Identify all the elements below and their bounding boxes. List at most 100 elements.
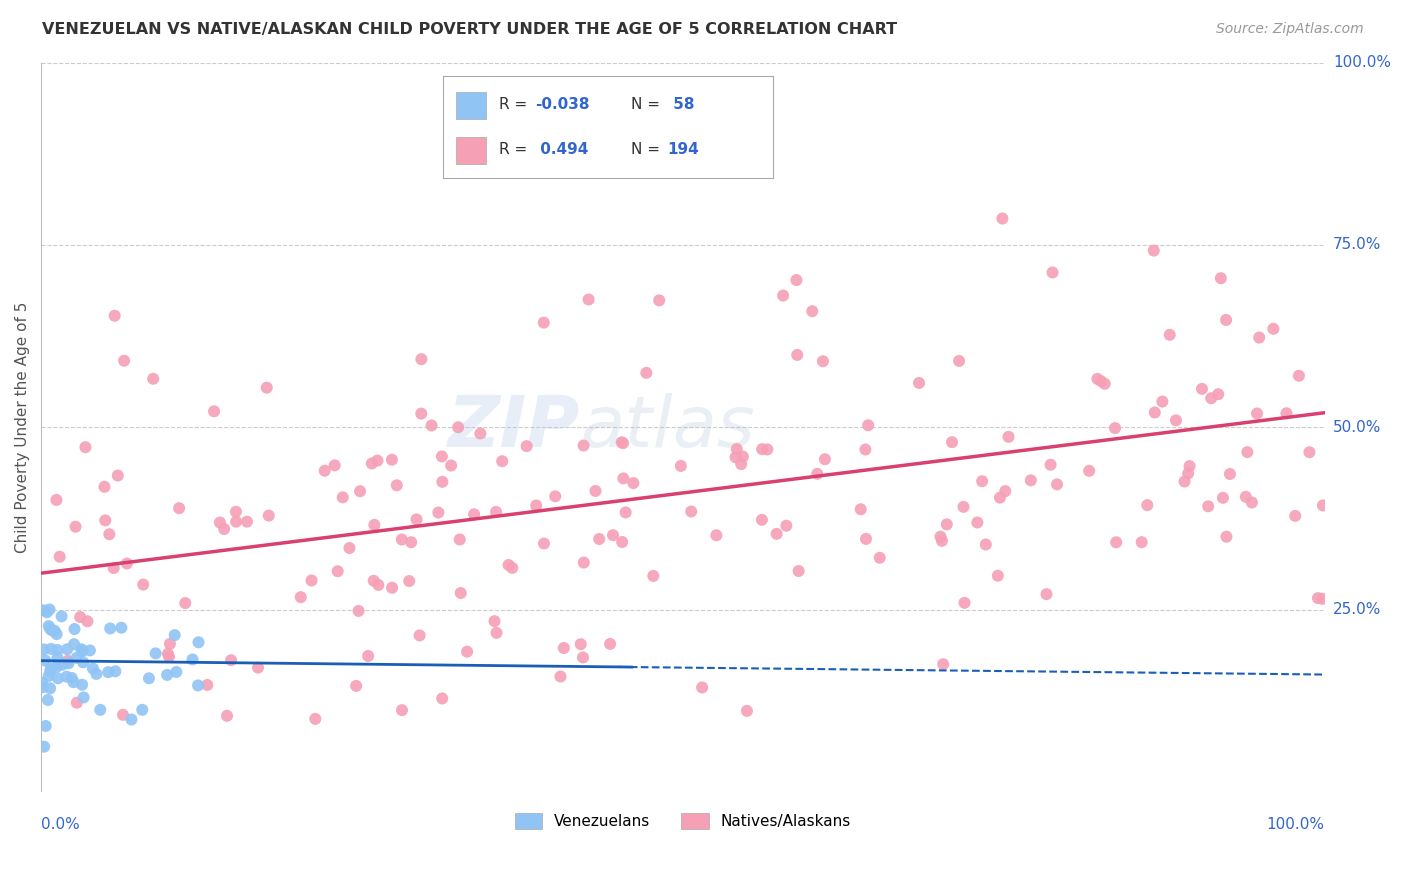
Point	[323, 458, 346, 473]
Text: N =: N =	[631, 142, 665, 157]
Point	[66, 696, 89, 710]
Point	[56, 654, 79, 668]
Point	[111, 707, 134, 722]
Point	[572, 556, 595, 570]
Point	[533, 316, 555, 330]
Point	[145, 646, 167, 660]
Point	[612, 436, 634, 450]
Point	[225, 515, 247, 529]
Point	[79, 643, 101, 657]
Point	[86, 667, 108, 681]
Point	[1249, 330, 1271, 344]
Point	[988, 491, 1011, 505]
Point	[553, 641, 575, 656]
Point	[602, 528, 624, 542]
Point	[66, 651, 89, 665]
Point	[69, 610, 91, 624]
Point	[339, 541, 361, 555]
Point	[103, 561, 125, 575]
Point	[142, 372, 165, 386]
Point	[411, 407, 433, 421]
Point	[35, 719, 58, 733]
Point	[187, 678, 209, 692]
Point	[578, 293, 600, 307]
Point	[349, 484, 371, 499]
Point	[1246, 407, 1268, 421]
Point	[614, 505, 637, 519]
Point	[612, 535, 634, 549]
Text: 100.0%: 100.0%	[1267, 817, 1324, 832]
Point	[156, 647, 179, 661]
Point	[972, 474, 994, 488]
Point	[304, 712, 326, 726]
Legend: Venezuelans, Natives/Alaskans: Venezuelans, Natives/Alaskans	[509, 807, 858, 836]
Point	[1143, 244, 1166, 258]
Point	[1209, 271, 1232, 285]
Point	[1178, 459, 1201, 474]
Point	[97, 665, 120, 680]
Point	[1306, 591, 1329, 606]
Text: R =: R =	[499, 142, 533, 157]
Point	[1199, 391, 1222, 405]
Point	[46, 650, 69, 665]
Point	[391, 533, 413, 547]
Point	[37, 693, 59, 707]
Point	[63, 622, 86, 636]
Point	[34, 654, 56, 668]
Point	[82, 661, 104, 675]
Point	[46, 643, 69, 657]
Point	[31, 676, 53, 690]
Text: 50.0%: 50.0%	[1333, 420, 1381, 434]
Point	[1143, 405, 1166, 419]
Point	[516, 439, 538, 453]
Bar	[456, 92, 486, 119]
Point	[93, 480, 115, 494]
Point	[75, 440, 97, 454]
Point	[72, 656, 94, 670]
Point	[357, 648, 380, 663]
Point	[765, 526, 787, 541]
Point	[1197, 500, 1219, 514]
Point	[94, 513, 117, 527]
Point	[1019, 474, 1042, 488]
Text: 0.0%: 0.0%	[41, 817, 80, 832]
Point	[1104, 421, 1126, 435]
Point	[366, 453, 388, 467]
Point	[997, 430, 1019, 444]
Point	[681, 504, 703, 518]
Point	[1236, 445, 1258, 459]
Point	[41, 624, 63, 638]
Point	[398, 574, 420, 588]
Point	[35, 605, 58, 619]
Point	[987, 568, 1010, 582]
Point	[72, 643, 94, 657]
Point	[463, 508, 485, 522]
Point	[775, 518, 797, 533]
Point	[39, 622, 62, 636]
Point	[58, 657, 80, 671]
Point	[31, 680, 53, 694]
Point	[63, 637, 86, 651]
Point	[110, 621, 132, 635]
Point	[948, 354, 970, 368]
Point	[1039, 458, 1062, 472]
Point	[112, 353, 135, 368]
Point	[485, 505, 508, 519]
Point	[38, 602, 60, 616]
Point	[104, 309, 127, 323]
Point	[524, 499, 547, 513]
Point	[76, 614, 98, 628]
Point	[165, 665, 187, 679]
Point	[46, 671, 69, 685]
Point	[569, 637, 592, 651]
Point	[1234, 490, 1257, 504]
Point	[786, 348, 808, 362]
Point	[588, 532, 610, 546]
Point	[39, 641, 62, 656]
Text: Source: ZipAtlas.com: Source: ZipAtlas.com	[1216, 22, 1364, 37]
Point	[72, 690, 94, 705]
Point	[32, 642, 55, 657]
Point	[935, 517, 957, 532]
Point	[215, 709, 238, 723]
Point	[1284, 508, 1306, 523]
